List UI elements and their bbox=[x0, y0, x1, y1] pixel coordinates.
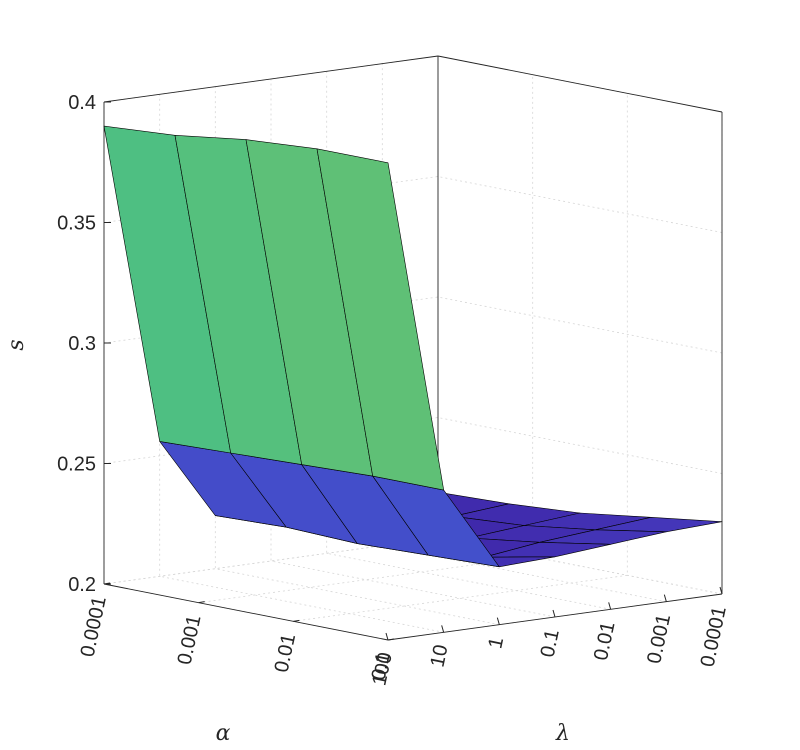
z-grid-line bbox=[103, 296, 723, 354]
lambda-tick-label: 0.0001 bbox=[697, 604, 731, 668]
lambda-tick-mark bbox=[552, 609, 556, 618]
alpha-tick-mark bbox=[293, 619, 300, 622]
surface-patch bbox=[316, 148, 444, 491]
lambda-tick-mark bbox=[385, 632, 389, 641]
z-tick-label: 0.2 bbox=[68, 574, 96, 596]
z-tick-label: 0.35 bbox=[57, 213, 96, 235]
lambda-tick-mark bbox=[719, 586, 723, 595]
z-grid-line bbox=[103, 55, 723, 113]
z-grid-line bbox=[103, 176, 723, 233]
lambda-tick-label: 0.001 bbox=[643, 612, 675, 666]
lambda-tick-mark bbox=[441, 625, 445, 633]
y-axis-label: λ bbox=[555, 721, 570, 746]
z-tick-label: 0.3 bbox=[68, 333, 96, 355]
alpha-tick-mark bbox=[103, 582, 111, 585]
lambda-tick-label: 0.01 bbox=[590, 620, 620, 663]
axes-box-edge bbox=[103, 55, 439, 103]
alpha-tick-label: 0.001 bbox=[174, 613, 206, 667]
alpha-tick-label: 0.0001 bbox=[77, 594, 111, 658]
axes-box-edge bbox=[103, 583, 389, 641]
lambda-tick-label: 1 bbox=[484, 635, 508, 650]
lambda-tick-mark bbox=[608, 602, 612, 610]
lambda-tick-mark bbox=[663, 594, 667, 602]
alpha-tick-mark bbox=[387, 638, 395, 641]
z-grid-line bbox=[103, 537, 723, 595]
lambda-tick-mark bbox=[496, 617, 500, 625]
axes-box-edge bbox=[437, 55, 723, 113]
lambda-tick-label: 0.1 bbox=[537, 627, 564, 659]
alpha-tick-label: 0.01 bbox=[271, 632, 301, 675]
surface bbox=[103, 125, 723, 568]
z-grid-line bbox=[103, 417, 723, 474]
z-tick-label: 0.4 bbox=[68, 92, 96, 114]
z-axis-label: s bbox=[4, 339, 29, 350]
lambda-tick-label: 10 bbox=[426, 643, 452, 669]
alpha-tick-mark bbox=[198, 601, 205, 604]
z-tick-label: 0.25 bbox=[57, 454, 96, 476]
x-axis-label: α bbox=[216, 721, 231, 746]
